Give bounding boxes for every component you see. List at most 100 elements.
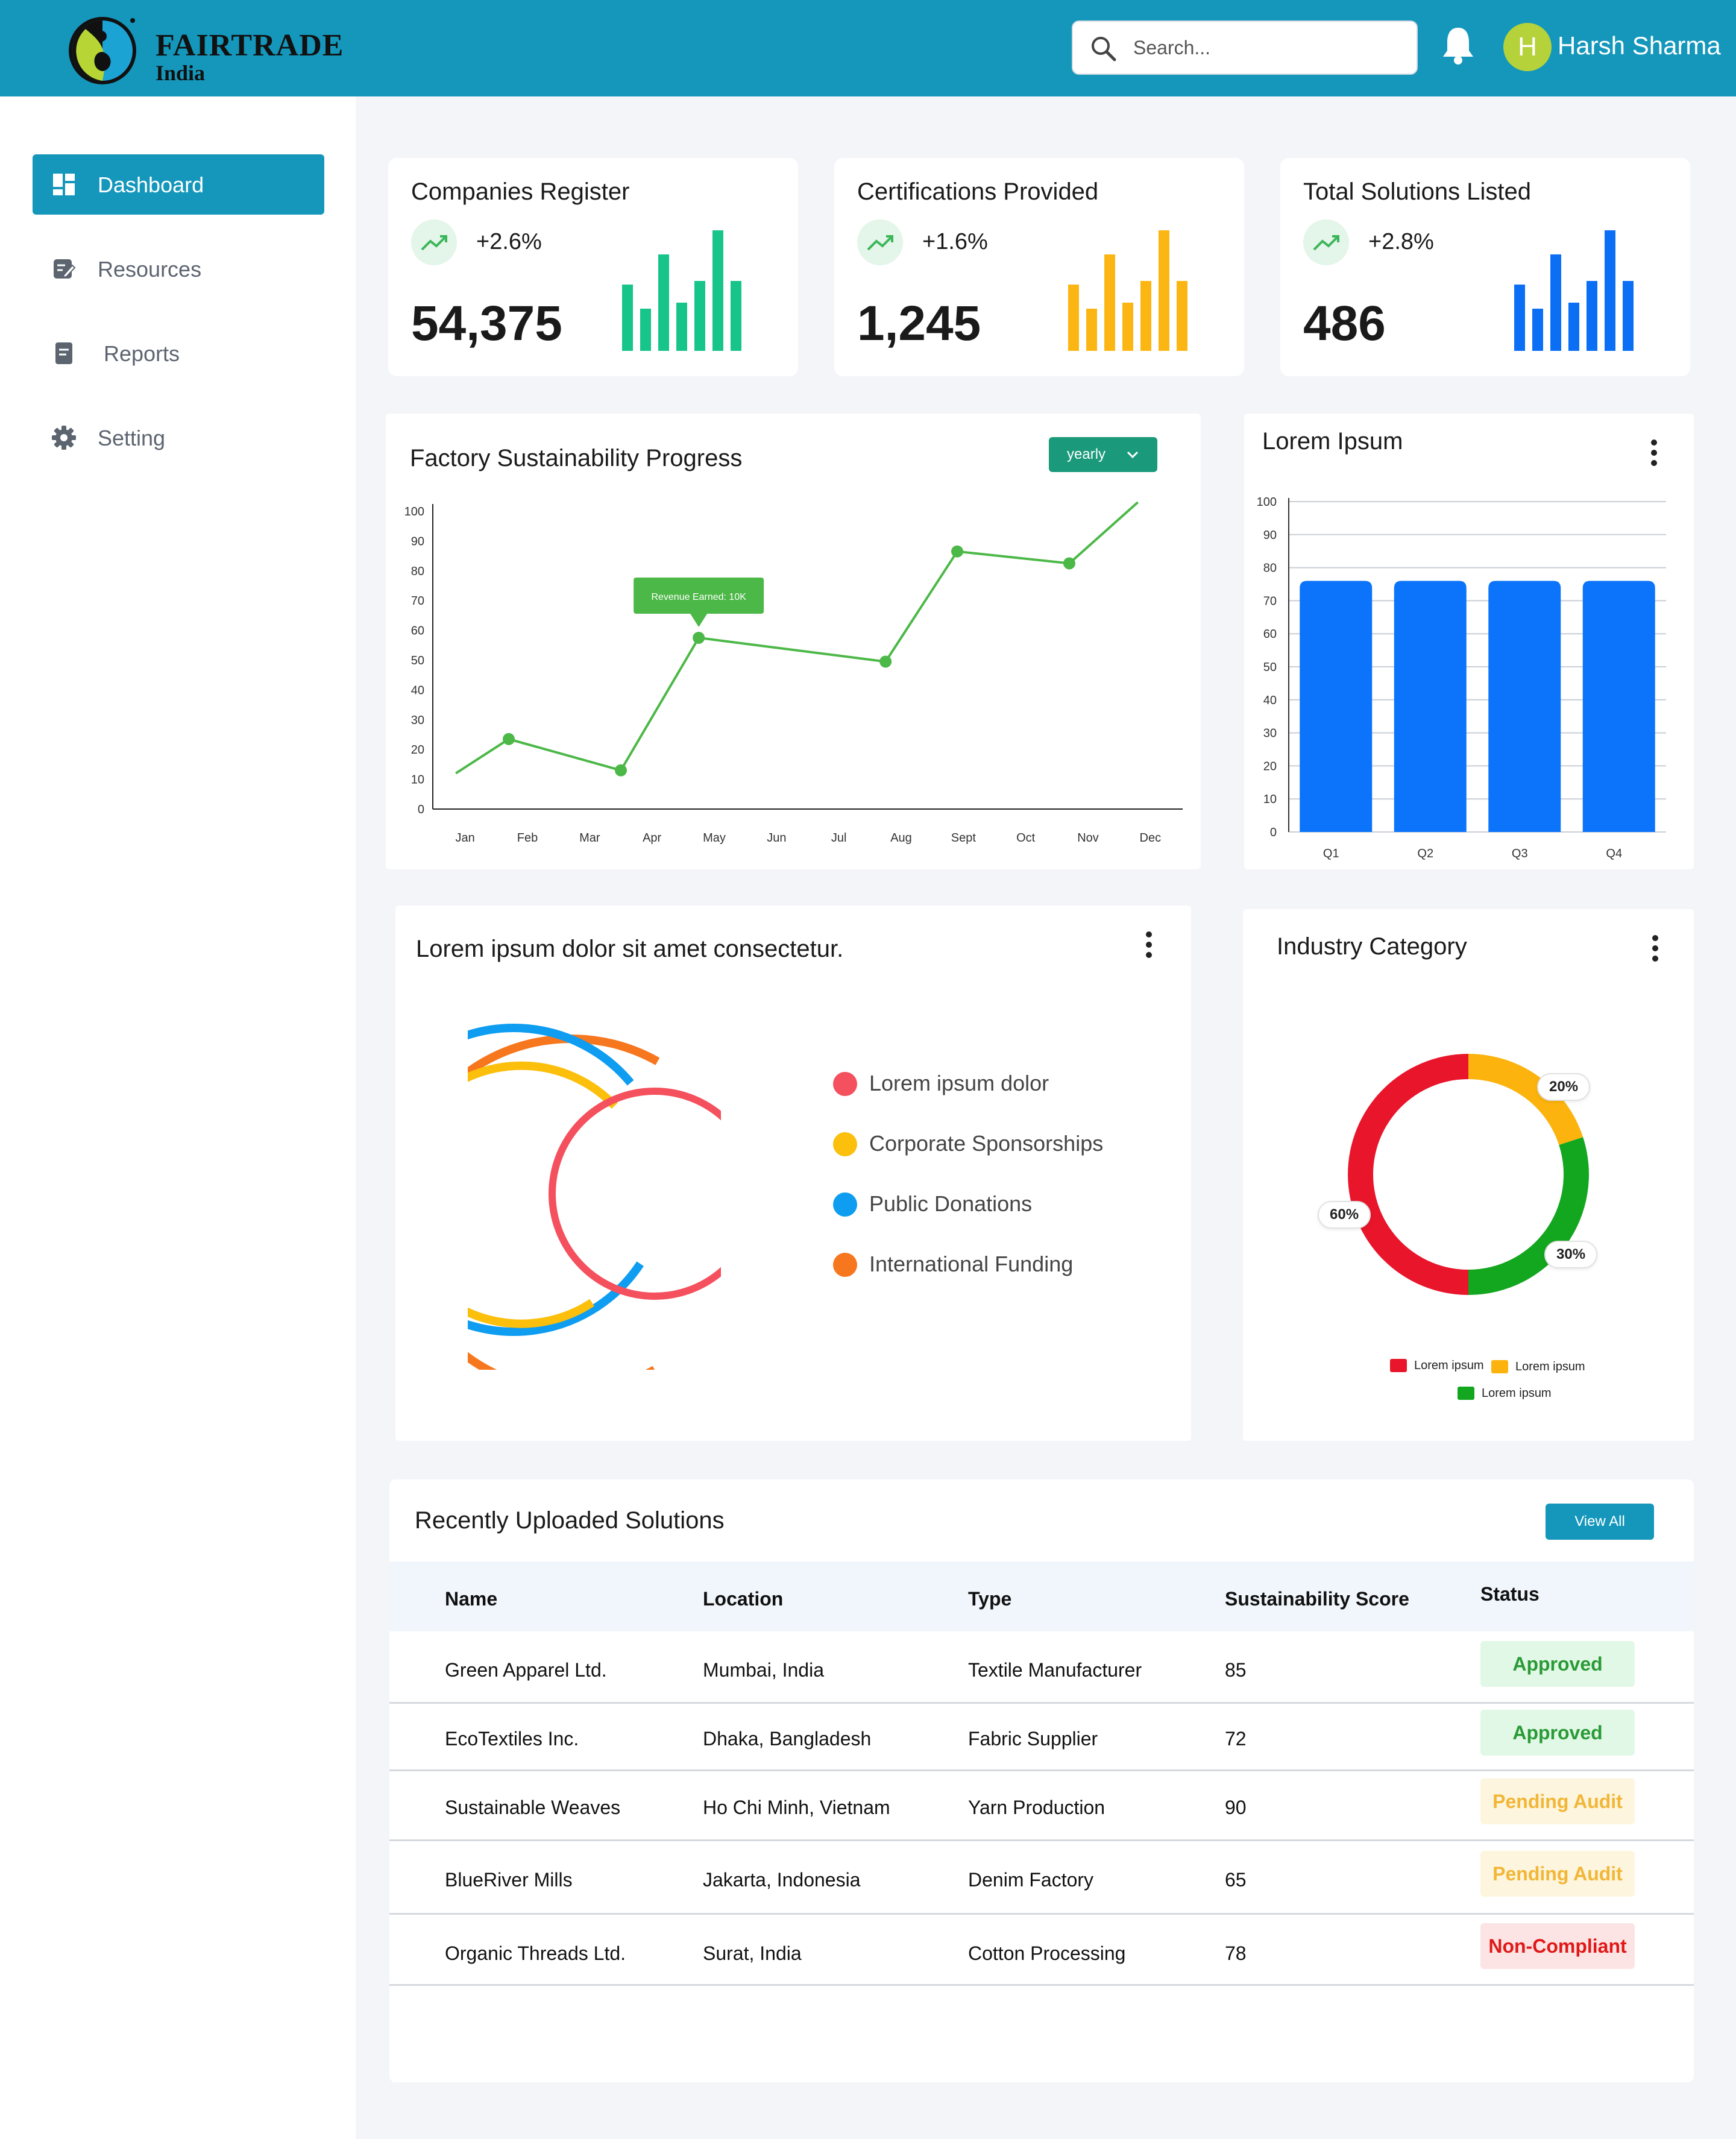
stat-bar <box>1568 303 1579 351</box>
ring-lorem-ipsum-dolor <box>549 1088 721 1300</box>
view-all-button[interactable]: View All <box>1546 1504 1654 1540</box>
line-chart-card: Factory Sustainability Progress <box>386 414 1201 869</box>
table-header: Name Location Type Sustainability Score … <box>389 1561 1694 1631</box>
search-input[interactable] <box>1133 22 1404 74</box>
stat-bar <box>1159 230 1169 351</box>
sidebar-item-dashboard[interactable]: Dashboard <box>33 154 324 215</box>
legend-dot <box>833 1253 857 1277</box>
radial-rings-chart <box>468 1023 721 1370</box>
user-name[interactable]: Harsh Sharma <box>1558 31 1721 60</box>
stat-bar <box>1104 254 1115 351</box>
stat-bar <box>1122 303 1133 351</box>
table-row[interactable]: Green Apparel Ltd. Mumbai, India Textile… <box>389 1631 1694 1704</box>
range-select[interactable]: yearly <box>1049 437 1157 472</box>
bar <box>1300 581 1373 832</box>
sidebar-item-resources[interactable]: Resources <box>33 239 324 299</box>
y-tick-label: 90 <box>411 535 424 548</box>
data-point <box>951 545 963 558</box>
table-title: Recently Uploaded Solutions <box>415 1507 725 1534</box>
x-tick-label: Feb <box>517 831 538 845</box>
donut-slice <box>1468 1137 1589 1295</box>
legend-label: Corporate Sponsorships <box>869 1131 1104 1156</box>
y-tick-label: 60 <box>411 625 424 638</box>
y-tick-label: 80 <box>411 565 424 578</box>
legend-label: International Funding <box>869 1252 1074 1276</box>
cell-score: 78 <box>1225 1942 1247 1964</box>
slice-label-30: 30% <box>1544 1241 1598 1268</box>
stat-title: Companies Register <box>411 178 630 205</box>
column-header-name: Name <box>445 1588 498 1610</box>
more-options-icon[interactable] <box>1143 930 1155 960</box>
x-tick-label: Oct <box>1016 831 1036 845</box>
legend-dot <box>833 1192 857 1217</box>
y-tick-label: 90 <box>1263 529 1277 542</box>
chart-tooltip: Revenue Earned: 10K <box>634 577 764 627</box>
bar <box>1394 581 1467 832</box>
sidebar-item-setting[interactable]: Setting <box>33 408 324 468</box>
stat-bar <box>1086 309 1097 351</box>
stat-bar <box>676 303 687 351</box>
y-tick-label: 10 <box>1263 793 1277 806</box>
ring-corporate-sponsorships <box>468 1061 618 1328</box>
more-options-icon[interactable] <box>1648 438 1660 468</box>
cell-location: Surat, India <box>703 1942 802 1964</box>
x-tick-label: May <box>703 831 726 845</box>
trend-up-icon <box>857 219 903 265</box>
legend-label: Lorem ipsum <box>1482 1387 1552 1400</box>
y-tick-label: 20 <box>411 743 424 757</box>
brand-subtitle: India <box>156 61 206 85</box>
x-tick-label: Nov <box>1077 831 1099 845</box>
status-badge: Non-Compliant <box>1480 1923 1635 1969</box>
bell-icon[interactable] <box>1441 25 1476 65</box>
dashboard-icon <box>53 174 75 195</box>
stat-bar <box>1068 285 1079 351</box>
stat-bar <box>694 281 705 351</box>
trend-up-icon <box>411 219 457 265</box>
stat-bar <box>712 230 723 351</box>
tooltip-text: Revenue Earned: 10K <box>651 592 746 602</box>
x-tick-label: Q1 <box>1323 847 1339 860</box>
slice-label-20: 20% <box>1537 1073 1591 1101</box>
legend-swatch <box>1491 1360 1508 1373</box>
stat-change: +2.8% <box>1368 229 1434 254</box>
stat-card-certifications: Certifications Provided +1.6% 1,245 <box>834 158 1244 376</box>
stat-mini-bar-chart <box>1514 230 1634 351</box>
table-row[interactable]: Sustainable Weaves Ho Chi Minh, Vietnam … <box>389 1771 1694 1841</box>
bar <box>1582 581 1655 832</box>
y-tick-label: 30 <box>411 714 424 727</box>
stat-card-companies: Companies Register +2.6% 54,375 <box>388 158 798 376</box>
status-badge: Approved <box>1480 1641 1635 1687</box>
stat-bar <box>1587 281 1597 351</box>
avatar[interactable]: H <box>1503 23 1552 71</box>
legend-swatch <box>1390 1359 1407 1372</box>
legend-label: Public Donations <box>869 1191 1033 1216</box>
sidebar: Dashboard Resources Reports <box>0 96 356 2139</box>
chevron-down-icon <box>1127 451 1139 459</box>
tooltip-box <box>634 577 764 614</box>
search-box[interactable] <box>1072 20 1418 75</box>
table-row[interactable]: BlueRiver Mills Jakarta, Indonesia Denim… <box>389 1841 1694 1915</box>
stat-bar <box>1140 281 1151 351</box>
cell-score: 85 <box>1225 1659 1247 1681</box>
stat-bar <box>1514 285 1525 351</box>
sidebar-item-label: Dashboard <box>98 172 204 197</box>
more-options-icon[interactable] <box>1649 933 1661 963</box>
x-tick-label: Jul <box>831 831 847 845</box>
cell-location: Jakarta, Indonesia <box>703 1869 861 1891</box>
industry-card-title: Industry Category <box>1277 933 1467 960</box>
table-row[interactable]: EcoTextiles Inc. Dhaka, Bangladesh Fabri… <box>389 1704 1694 1771</box>
fairtrade-logo-icon <box>69 17 136 84</box>
cell-type: Yarn Production <box>968 1797 1105 1818</box>
x-tick-label: Q3 <box>1512 847 1528 860</box>
y-tick-label: 10 <box>411 773 424 787</box>
cell-name: BlueRiver Mills <box>445 1869 573 1891</box>
sidebar-item-label: Reports <box>104 341 180 366</box>
table-row[interactable]: Organic Threads Ltd. Surat, India Cotton… <box>389 1915 1694 1986</box>
y-tick-label: 60 <box>1263 628 1277 641</box>
data-point <box>1063 557 1075 570</box>
sidebar-item-reports[interactable]: Reports <box>33 323 324 383</box>
cell-score: 72 <box>1225 1728 1247 1750</box>
x-tick-label: Jan <box>456 831 475 845</box>
resources-icon <box>54 259 76 279</box>
cell-name: Green Apparel Ltd. <box>445 1659 607 1681</box>
